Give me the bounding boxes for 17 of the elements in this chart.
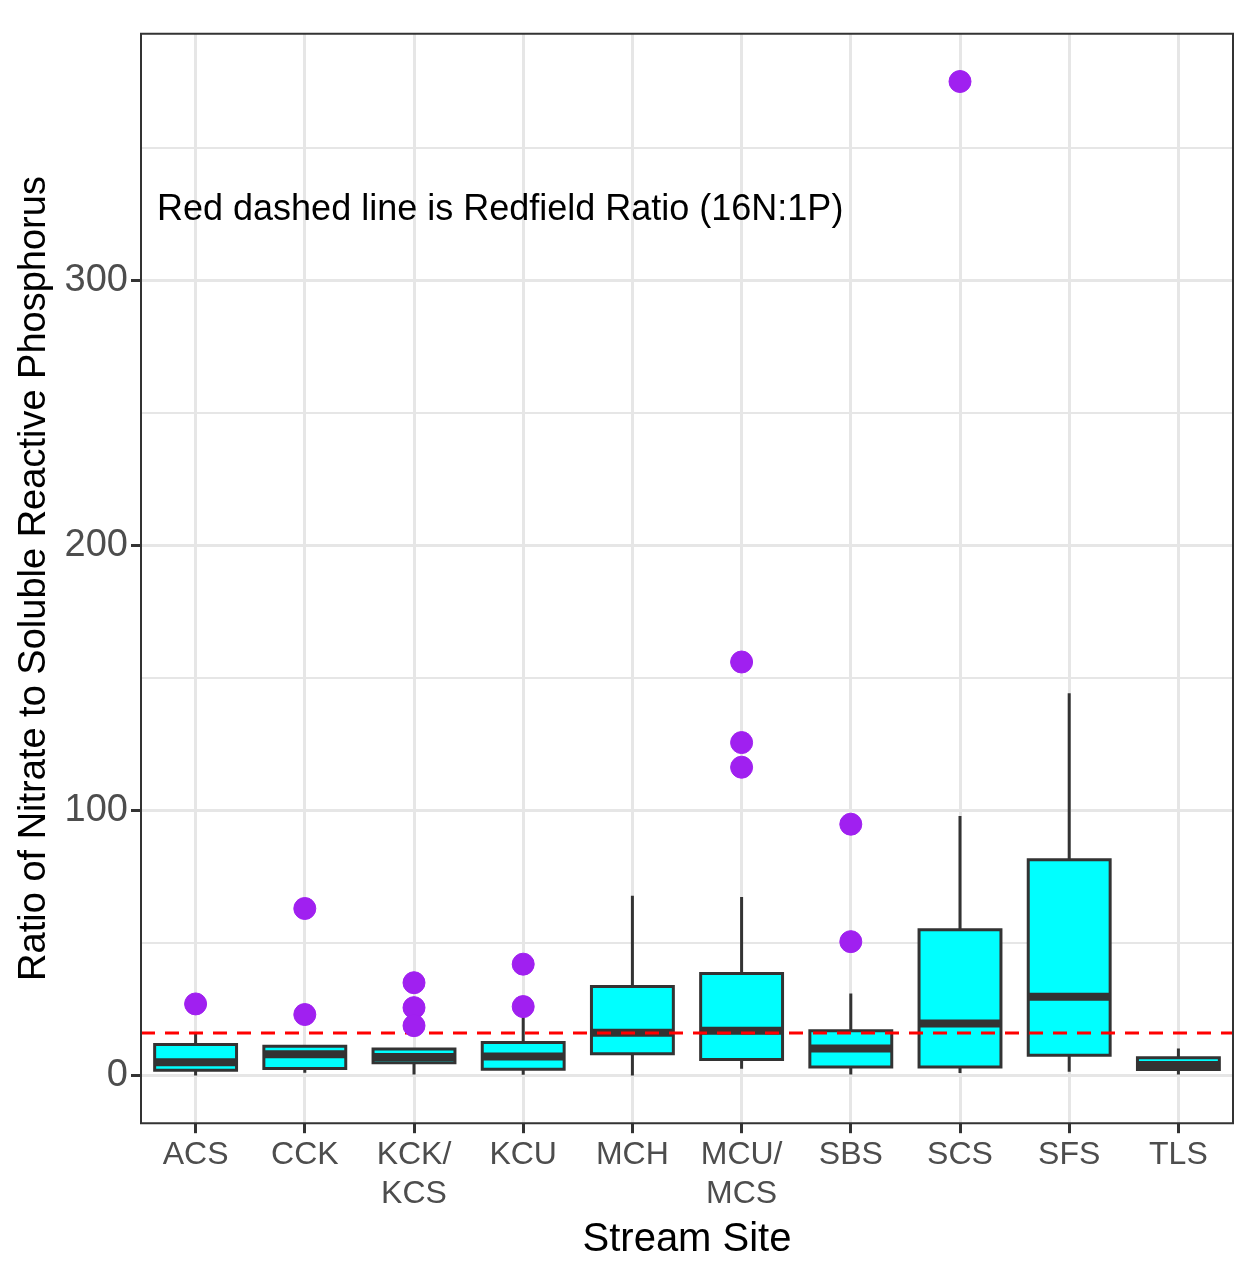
x-tick-label: CCK [271, 1135, 339, 1172]
x-tick-label: KCK/ KCS [376, 1135, 452, 1210]
x-tick-label: MCU/ MCS [700, 1135, 783, 1210]
x-tick-label: MCH [595, 1135, 669, 1172]
y-tick-label: 200 [64, 521, 128, 564]
x-tick-label: SBS [818, 1135, 883, 1172]
x-axis-title: Stream Site [582, 1215, 792, 1260]
x-tick-label: TLS [1149, 1135, 1208, 1172]
x-tick-label: KCU [489, 1135, 557, 1172]
annotation: Red dashed line is Redfield Ratio (16N:1P) [157, 186, 844, 228]
y-tick-label: 300 [64, 256, 128, 299]
x-tick-label: ACS [162, 1135, 229, 1172]
x-tick-label: SCS [927, 1135, 993, 1172]
x-tick-label: SFS [1038, 1135, 1101, 1172]
y-tick-label: 0 [106, 1051, 128, 1094]
y-tick-label: 100 [64, 786, 128, 829]
y-axis-title: Ratio of Nitrate to Soluble Reactive Phosphorus [11, 176, 54, 981]
